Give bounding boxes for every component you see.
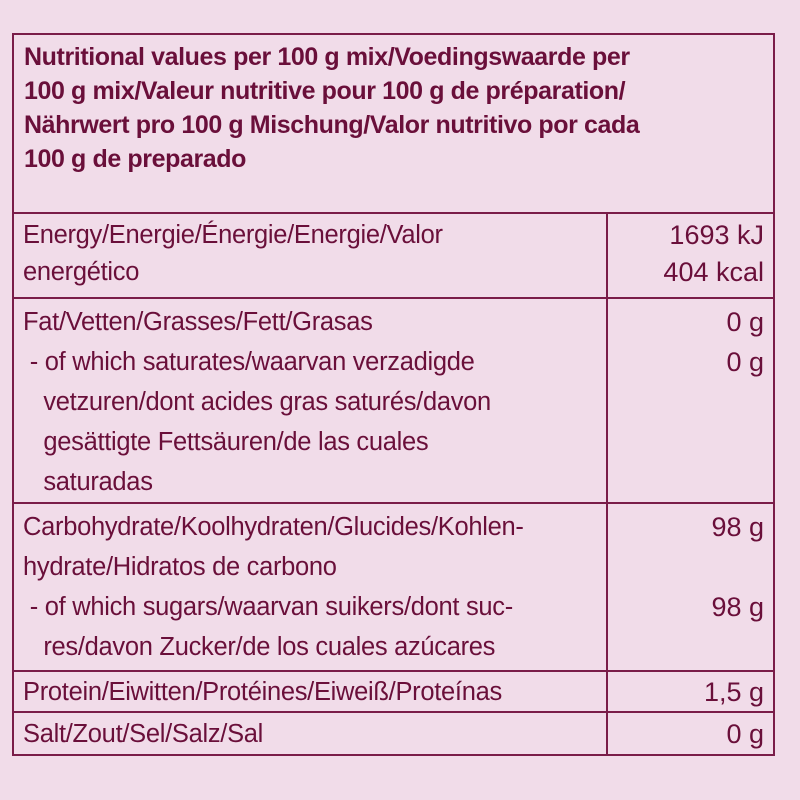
label-line: Carbohydrate/Koolhydraten/Glucides/Kohle… (23, 513, 524, 541)
value-line: 0 g (726, 719, 764, 749)
row-label: Energy/Energie/Énergie/Energie/Valor ene… (23, 217, 443, 291)
label-line: energético (23, 258, 140, 286)
value-line (711, 547, 764, 587)
column-divider (606, 214, 608, 299)
label-line: saturadas (23, 468, 153, 496)
header-line: Nährwert pro 100 g Mischung/Valor nutrit… (24, 111, 640, 139)
column-divider (606, 504, 608, 672)
row-label: Carbohydrate/Koolhydraten/Glucides/Kohle… (23, 507, 524, 667)
label-line: res/davon Zucker/de los cuales azúcares (23, 633, 496, 661)
nutrition-table: Nutritional values per 100 g mix/Voeding… (12, 33, 775, 756)
row-label: Fat/Vetten/Grasses/Fett/Grasas - of whic… (23, 302, 491, 502)
label-line: hydrate/Hidratos de carbono (23, 553, 337, 581)
label-line: vetzuren/dont acides gras saturés/davon (23, 388, 491, 416)
value-line: 0 g (726, 307, 764, 337)
row-energy: Energy/Energie/Énergie/Energie/Valor ene… (14, 212, 773, 299)
label-line: Energy/Energie/Énergie/Energie/Valor (23, 221, 443, 249)
value-line: 98 g (711, 512, 764, 542)
value-line: 404 kcal (663, 257, 764, 287)
row-value: 1693 kJ 404 kcal (663, 217, 764, 291)
column-divider (606, 672, 608, 713)
header-line: Nutritional values per 100 g mix/Voeding… (24, 43, 630, 71)
label-line: Salt/Zout/Sel/Salz/Sal (23, 720, 264, 748)
column-divider (606, 713, 608, 756)
value-line: 1693 kJ (669, 220, 764, 250)
row-label: Salt/Zout/Sel/Salz/Sal (23, 716, 263, 752)
row-value: 98 g 98 g (711, 507, 764, 627)
value-line: 0 g (726, 347, 764, 377)
label-line: Protein/Eiwitten/Protéines/Eiweiß/Proteí… (23, 678, 502, 706)
label-line: - of which sugars/waarvan suikers/dont s… (23, 593, 513, 621)
label-line: - of which saturates/waarvan verzadigde (23, 348, 475, 376)
row-protein: Protein/Eiwitten/Protéines/Eiweiß/Proteí… (14, 670, 773, 713)
row-value: 0 g 0 g (726, 302, 764, 382)
row-label: Protein/Eiwitten/Protéines/Eiweiß/Proteí… (23, 675, 502, 709)
header-line: 100 g de preparado (24, 145, 247, 173)
row-value: 0 g (726, 716, 764, 752)
row-salt: Salt/Zout/Sel/Salz/Sal 0 g (14, 711, 773, 756)
column-divider (606, 299, 608, 504)
label-line: Fat/Vetten/Grasses/Fett/Grasas (23, 308, 373, 336)
row-value: 1,5 g (704, 675, 764, 709)
label-line: gesättigte Fettsäuren/de las cuales (23, 428, 429, 456)
header-line: 100 g mix/Valeur nutritive pour 100 g de… (24, 77, 626, 105)
table-header: Nutritional values per 100 g mix/Voeding… (24, 40, 640, 176)
row-carbohydrate: Carbohydrate/Koolhydraten/Glucides/Kohle… (14, 502, 773, 672)
value-line: 1,5 g (703, 677, 764, 707)
row-fat: Fat/Vetten/Grasses/Fett/Grasas - of whic… (14, 297, 773, 504)
value-line: 98 g (711, 592, 764, 622)
